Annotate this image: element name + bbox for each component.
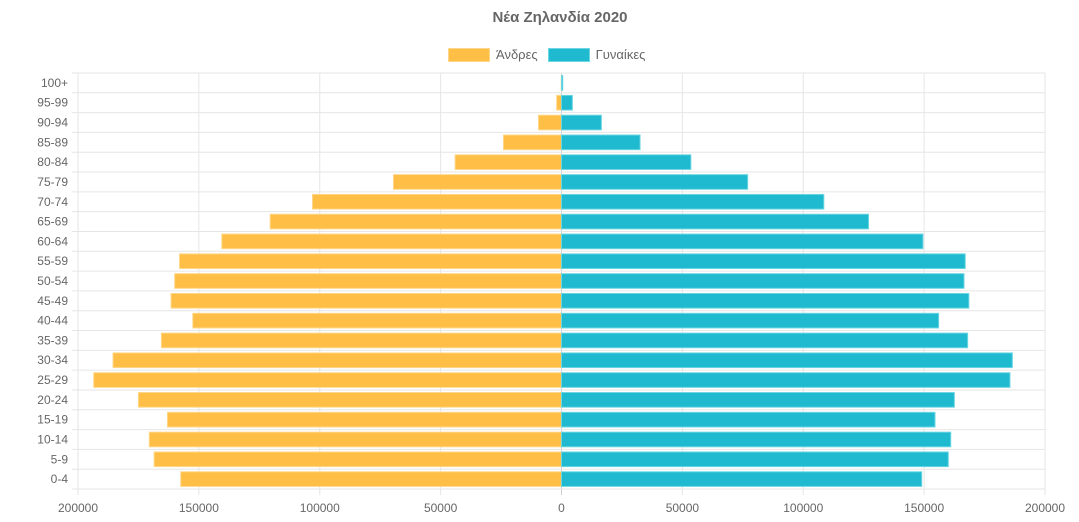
bar-men [502, 134, 563, 151]
y-tick-label: 0-4 [51, 472, 69, 486]
legend-label-men: Άνδρες [496, 47, 538, 62]
bar-men [311, 193, 562, 210]
bar-men [160, 332, 562, 349]
bar-women [561, 312, 940, 329]
legend-item-men[interactable]: Άνδρες [448, 47, 538, 62]
bar-women [561, 94, 573, 111]
y-tick-label: 95-99 [37, 96, 68, 110]
bar-women [561, 431, 952, 448]
x-tick-label: 100000 [300, 501, 340, 515]
bar-women [561, 75, 564, 91]
y-tick-label: 20-24 [37, 393, 68, 407]
y-tick-label: 65-69 [37, 215, 68, 229]
legend: Άνδρες Γυναίκες [448, 47, 655, 62]
x-tick-label: 0 [558, 501, 565, 515]
bar-men [137, 392, 562, 408]
bar-men [556, 94, 562, 111]
bar-women [561, 134, 641, 151]
legend-swatch-men [448, 47, 490, 62]
y-tick-label: 70-74 [37, 195, 68, 209]
bar-women [561, 372, 1011, 388]
bar-women [561, 233, 924, 250]
bar-men [454, 154, 563, 170]
x-tick-label: 200000 [1025, 501, 1065, 515]
chart-title: Νέα Ζηλανδία 2020 [492, 9, 628, 26]
y-tick-label: 10-14 [37, 432, 68, 446]
y-tick-label: 100+ [41, 76, 68, 90]
bar-women [561, 392, 955, 408]
bar-women [561, 352, 1013, 369]
y-tick-label: 30-34 [37, 353, 68, 367]
bar-women [561, 114, 602, 131]
bar-women [561, 292, 970, 309]
y-tick-label: 50-54 [37, 274, 68, 288]
bar-women [561, 193, 825, 210]
bar-women [561, 273, 965, 289]
y-tick-label: 55-59 [37, 254, 68, 268]
legend-label-women: Γυναίκες [595, 47, 646, 62]
bar-men [392, 174, 563, 190]
y-tick-label: 35-39 [37, 333, 68, 347]
bar-men [180, 471, 562, 487]
y-tick-label: 75-79 [37, 175, 68, 189]
bar-men [166, 411, 562, 428]
bar-women [561, 174, 749, 190]
bar-men [174, 273, 562, 289]
bar-men [153, 451, 562, 468]
x-tick-label: 100000 [783, 501, 823, 515]
bar-men [93, 372, 563, 388]
x-tick-label: 50000 [424, 501, 458, 515]
bar-men [538, 114, 563, 131]
y-tick-label: 80-84 [37, 155, 68, 169]
bar-men [112, 352, 563, 369]
y-tick-label: 60-64 [37, 234, 68, 248]
legend-swatch-women [547, 47, 590, 62]
bar-men [148, 431, 562, 448]
bar-men [170, 292, 562, 309]
bar-women [561, 213, 870, 230]
bar-women [561, 471, 923, 487]
x-tick-label: 150000 [179, 501, 219, 515]
y-tick-label: 25-29 [37, 373, 68, 387]
bar-women [561, 253, 966, 270]
bar-women [561, 332, 969, 349]
y-tick-label: 45-49 [37, 294, 68, 308]
x-tick-label: 200000 [58, 501, 98, 515]
bar-women [561, 411, 936, 428]
y-tick-label: 5-9 [51, 452, 69, 466]
bar-men [269, 213, 562, 230]
legend-item-women[interactable]: Γυναίκες [547, 47, 646, 62]
y-tick-label: 90-94 [37, 116, 68, 130]
y-tick-label: 85-89 [37, 135, 68, 149]
y-tick-label: 40-44 [37, 314, 68, 328]
bar-men [192, 312, 563, 329]
y-tick-label: 15-19 [37, 413, 68, 427]
bar-women [561, 451, 949, 468]
bar-men [179, 253, 562, 270]
x-tick-label: 50000 [666, 501, 700, 515]
bar-women [561, 154, 692, 170]
x-tick-label: 150000 [904, 501, 944, 515]
bar-men [221, 233, 562, 250]
